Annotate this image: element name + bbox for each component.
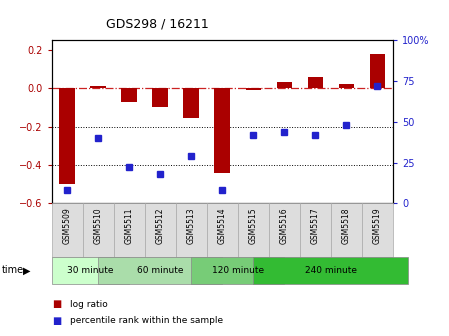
Bar [370, 54, 385, 88]
Bar [207, 203, 238, 257]
Bar [331, 203, 362, 257]
Text: GSM5516: GSM5516 [280, 208, 289, 244]
Bar [98, 257, 222, 284]
Bar [308, 77, 323, 88]
Text: GSM5511: GSM5511 [125, 208, 134, 244]
Bar [238, 203, 269, 257]
Text: GSM5518: GSM5518 [342, 208, 351, 244]
Bar [153, 88, 168, 108]
Bar [114, 203, 145, 257]
Bar [269, 203, 300, 257]
Bar [145, 203, 176, 257]
Text: GSM5519: GSM5519 [373, 208, 382, 244]
Text: GSM5513: GSM5513 [187, 208, 196, 244]
Bar [253, 257, 409, 284]
Bar [191, 257, 284, 284]
Bar [52, 257, 129, 284]
Bar [121, 88, 137, 102]
Text: 120 minute: 120 minute [211, 266, 264, 275]
Text: ■: ■ [52, 316, 61, 326]
Text: GSM5514: GSM5514 [218, 208, 227, 244]
Bar [362, 203, 393, 257]
Bar [277, 83, 292, 88]
Bar [176, 203, 207, 257]
Bar [339, 84, 354, 88]
Text: ▶: ▶ [23, 265, 31, 276]
Text: GSM5517: GSM5517 [311, 208, 320, 244]
Text: 240 minute: 240 minute [305, 266, 357, 275]
Bar [246, 88, 261, 90]
Text: GSM5510: GSM5510 [94, 208, 103, 244]
Bar [90, 86, 106, 88]
Text: GSM5509: GSM5509 [63, 208, 72, 244]
Text: ■: ■ [52, 299, 61, 309]
Bar [300, 203, 331, 257]
Text: percentile rank within the sample: percentile rank within the sample [70, 317, 223, 325]
Text: time: time [2, 265, 24, 276]
Bar [52, 203, 83, 257]
Bar [184, 88, 199, 118]
Bar [83, 203, 114, 257]
Text: 30 minute: 30 minute [67, 266, 114, 275]
Text: GSM5512: GSM5512 [156, 208, 165, 244]
Text: log ratio: log ratio [70, 300, 107, 308]
Bar [215, 88, 230, 173]
Text: GDS298 / 16211: GDS298 / 16211 [106, 17, 208, 30]
Text: 60 minute: 60 minute [137, 266, 184, 275]
Text: GSM5515: GSM5515 [249, 208, 258, 244]
Bar [59, 88, 75, 184]
